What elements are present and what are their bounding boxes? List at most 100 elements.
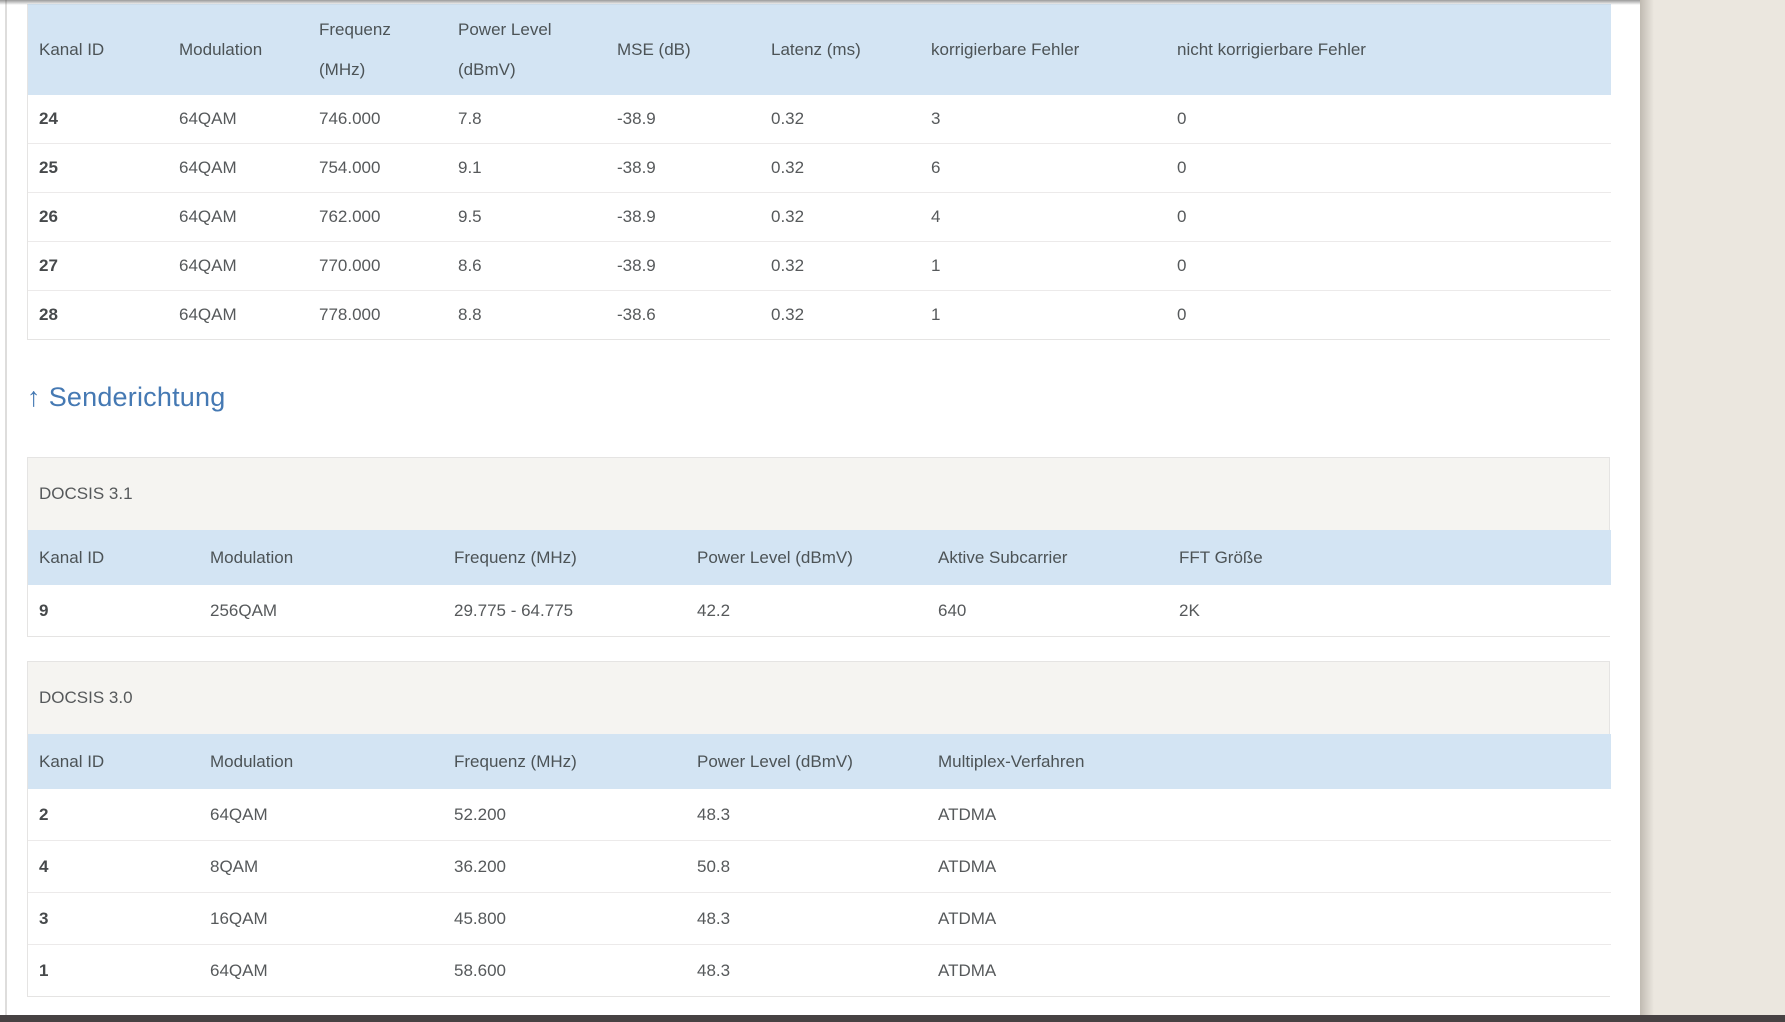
column-header: MSE (dB) [606,4,760,95]
upstream-heading-label: Senderichtung [48,382,226,412]
table-cell: 50.8 [686,840,927,893]
table-cell: 16QAM [199,892,443,945]
table-cell: 1 [920,241,1166,291]
column-header: Power Level (dBmV) [686,530,927,585]
table-cell: 3 [920,95,1166,144]
column-header: Modulation [199,530,443,585]
table-row: 2 64QAM 52.200 48.3 ATDMA [28,789,1611,841]
table-cell: 64QAM [168,192,308,242]
table-cell: 48.3 [686,944,927,996]
table-cell: 64QAM [199,944,443,996]
table-cell: ATDMA [927,840,1611,893]
downstream-table-container: Kanal ID Modulation Frequenz (MHz) Power Le… [27,4,1611,340]
table-cell: 52.200 [443,789,686,841]
table-cell: 45.800 [443,892,686,945]
channel-id-cell: 25 [28,143,168,193]
table-cell: 746.000 [308,95,447,144]
table-cell: 48.3 [686,892,927,945]
channel-id-cell: 28 [28,290,168,339]
channel-id-cell: 26 [28,192,168,242]
table-cell: 762.000 [308,192,447,242]
table-cell: 8.6 [447,241,606,291]
table-cell: -38.9 [606,95,760,144]
table-cell: -38.9 [606,241,760,291]
docsis30-section: DOCSIS 3.0 Kanal ID Modulation Frequenz (M… [27,661,1611,997]
table-cell: ATDMA [927,892,1611,945]
channel-id-cell: 3 [28,892,199,945]
table-cell: 4 [920,192,1166,242]
channel-id-cell: 9 [28,585,199,636]
docsis31-section: DOCSIS 3.1 Kanal ID Modulation Frequenz (M… [27,457,1611,637]
header-row: Kanal ID Modulation Frequenz (MHz) Power Le… [28,530,1611,585]
up-arrow-icon: ↑ [27,382,41,412]
table-cell: 778.000 [308,290,447,339]
table-cell: 9.5 [447,192,606,242]
channel-info-content: Kanal ID Modulation Frequenz (MHz) Power Le… [27,4,1611,997]
table-cell: ATDMA [927,789,1611,841]
table-cell: 64QAM [199,789,443,841]
column-header: Kanal ID [28,734,199,789]
table-cell: 42.2 [686,585,927,636]
bottom-bar [0,1015,1785,1022]
table-row: 25 64QAM 754.000 9.1 -38.9 0.32 6 0 [28,143,1611,193]
column-header: Frequenz (MHz) [308,4,447,95]
window-drop-shadow [1640,0,1654,1022]
table-cell: 0.32 [760,192,920,242]
column-header: Kanal ID [28,4,168,95]
column-header: Kanal ID [28,530,199,585]
column-header: nicht korrigierbare Fehler [1166,4,1611,95]
column-header: Modulation [199,734,443,789]
column-header: Multiplex-Verfahren [927,734,1611,789]
table-cell: 1 [920,290,1166,339]
docsis30-channels-table: Kanal ID Modulation Frequenz (MHz) Power Le… [28,734,1611,996]
table-cell: 0.32 [760,95,920,144]
table-cell: 0 [1166,290,1611,339]
router-admin-page: Kanal ID Modulation Frequenz (MHz) Power Le… [0,0,1640,1015]
table-row: 9 256QAM 29.775 - 64.775 42.2 640 2K [28,585,1611,636]
page-left-border [5,0,7,1015]
table-cell: 8.8 [447,290,606,339]
table-cell: 770.000 [308,241,447,291]
table-cell: 0.32 [760,143,920,193]
table-cell: -38.9 [606,192,760,242]
table-cell: 8QAM [199,840,443,893]
channel-id-cell: 4 [28,840,199,893]
downstream-channels-table: Kanal ID Modulation Frequenz (MHz) Power Le… [28,4,1611,339]
column-header: korrigierbare Fehler [920,4,1166,95]
column-header: Power Level (dBmV) [447,4,606,95]
column-header: FFT Größe [1168,530,1611,585]
table-row: 27 64QAM 770.000 8.6 -38.9 0.32 1 0 [28,241,1611,291]
table-row: 24 64QAM 746.000 7.8 -38.9 0.32 3 0 [28,95,1611,144]
docsis31-section-label: DOCSIS 3.1 [28,458,1609,530]
table-cell: ATDMA [927,944,1611,996]
channel-id-cell: 24 [28,95,168,144]
table-cell: -38.9 [606,143,760,193]
column-header: Power Level (dBmV) [686,734,927,789]
table-row: 28 64QAM 778.000 8.8 -38.6 0.32 1 0 [28,290,1611,339]
table-row: 26 64QAM 762.000 9.5 -38.9 0.32 4 0 [28,192,1611,242]
table-cell: 58.600 [443,944,686,996]
column-header: Frequenz (MHz) [443,734,686,789]
column-header: Modulation [168,4,308,95]
table-cell: 64QAM [168,95,308,144]
table-cell: 0 [1166,143,1611,193]
table-cell: 0 [1166,192,1611,242]
docsis30-section-label: DOCSIS 3.0 [28,662,1609,734]
desktop-background [1640,0,1785,1022]
table-cell: 2K [1168,585,1611,636]
table-cell: 7.8 [447,95,606,144]
table-row: 3 16QAM 45.800 48.3 ATDMA [28,892,1611,945]
column-header: Latenz (ms) [760,4,920,95]
header-row: Kanal ID Modulation Frequenz (MHz) Power Le… [28,4,1611,95]
docsis31-channels-table: Kanal ID Modulation Frequenz (MHz) Power Le… [28,530,1611,636]
table-cell: 64QAM [168,241,308,291]
channel-id-cell: 27 [28,241,168,291]
column-header: Frequenz (MHz) [443,530,686,585]
table-cell: 48.3 [686,789,927,841]
table-cell: 0 [1166,241,1611,291]
table-cell: -38.6 [606,290,760,339]
table-row: 4 8QAM 36.200 50.8 ATDMA [28,840,1611,893]
table-row: 1 64QAM 58.600 48.3 ATDMA [28,944,1611,996]
header-row: Kanal ID Modulation Frequenz (MHz) Power Le… [28,734,1611,789]
table-cell: 640 [927,585,1168,636]
